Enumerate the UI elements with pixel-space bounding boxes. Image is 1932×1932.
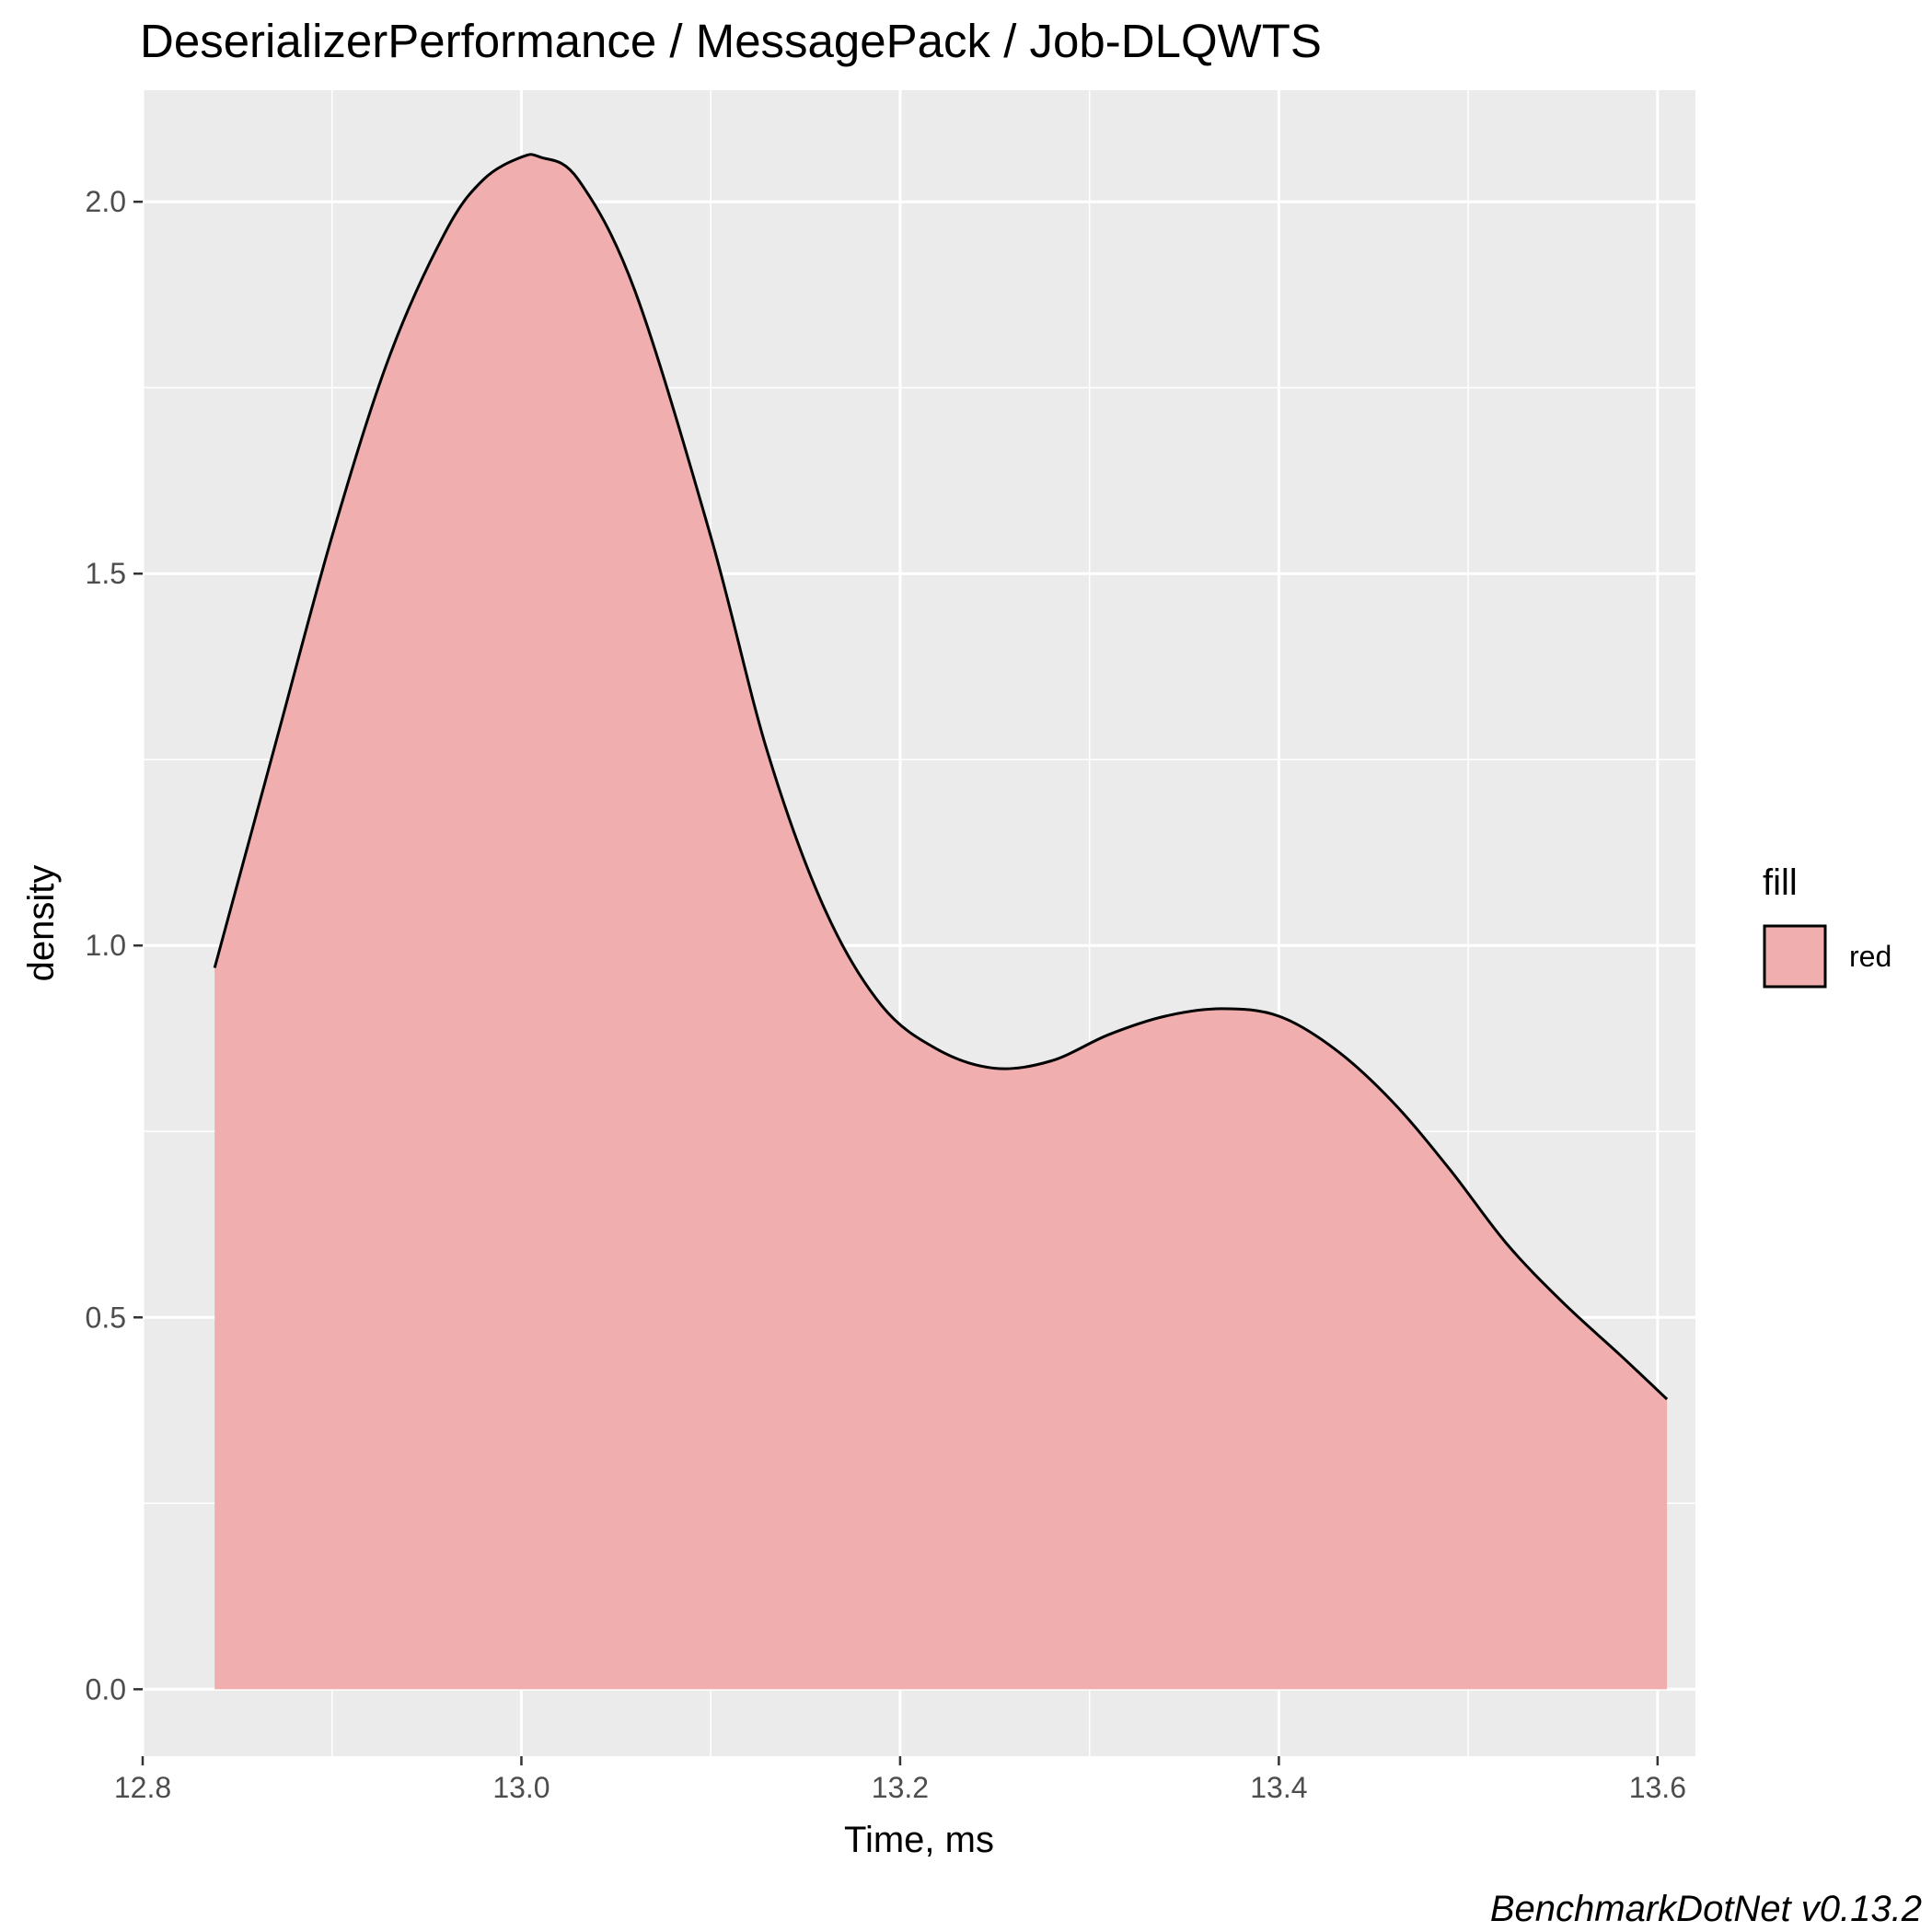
density-line [213, 153, 1669, 1401]
caption: BenchmarkDotNet v0.13.2 [1490, 1889, 1922, 1929]
y-axis-ticks: 0.0 0.5 1.0 1.5 2.0 [86, 185, 143, 1706]
x-tick-label: 13.0 [492, 1771, 550, 1804]
y-tick-label: 2.0 [86, 185, 126, 218]
y-tick-label: 1.5 [86, 557, 126, 590]
x-tick-label: 13.4 [1250, 1771, 1307, 1804]
legend-title: fill [1763, 862, 1798, 903]
legend-key-swatch [1763, 924, 1827, 989]
density-area [214, 154, 1668, 1690]
x-axis-title: Time, ms [844, 1820, 994, 1860]
y-tick-label: 1.0 [86, 929, 126, 962]
y-tick-label: 0.5 [86, 1301, 126, 1334]
y-tick-label: 0.0 [86, 1672, 126, 1706]
legend: fill red [1763, 862, 1892, 989]
chart-title: DeserializerPerformance / MessagePack / … [140, 15, 1322, 67]
legend-label-red: red [1849, 940, 1892, 973]
x-tick-label: 13.2 [872, 1771, 929, 1804]
x-tick-label: 12.8 [114, 1771, 171, 1804]
x-tick-label: 13.6 [1629, 1771, 1686, 1804]
x-axis-ticks: 12.8 13.0 13.2 13.4 13.6 [114, 1756, 1686, 1804]
y-axis-title: density [21, 865, 62, 982]
